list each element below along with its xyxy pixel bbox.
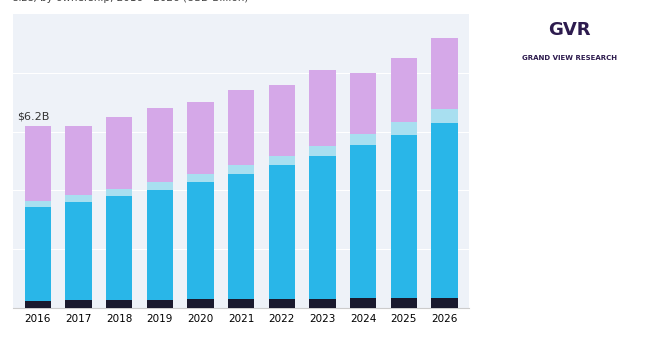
Bar	[350, 298, 377, 308]
Bar	[188, 300, 214, 308]
Text: GVR: GVR	[548, 21, 591, 39]
Bar	[188, 182, 214, 300]
FancyBboxPatch shape	[483, 10, 656, 80]
Bar	[228, 299, 255, 308]
Text: Source:
www.grandviewresearch.com: Source: www.grandviewresearch.com	[485, 308, 609, 329]
Bar	[147, 182, 173, 189]
Text: U.S. Market CAGR,
2019 - 2026: U.S. Market CAGR, 2019 - 2026	[521, 187, 618, 212]
Bar	[25, 206, 51, 301]
Bar	[25, 301, 51, 308]
Bar	[310, 70, 336, 146]
Bar	[269, 299, 295, 308]
Bar	[431, 109, 458, 123]
Bar	[106, 189, 133, 196]
Bar	[65, 300, 92, 308]
Bar	[391, 298, 417, 308]
Bar	[65, 126, 92, 195]
Bar	[228, 166, 255, 174]
Bar	[228, 174, 255, 299]
Text: size, by ownership, 2016 - 2026 (USD Billion): size, by ownership, 2016 - 2026 (USD Bil…	[13, 0, 249, 4]
Bar	[310, 146, 336, 156]
Bar	[228, 90, 255, 166]
Bar	[391, 135, 417, 298]
Bar	[350, 73, 377, 134]
Bar	[269, 156, 295, 165]
Bar	[391, 122, 417, 135]
Text: 5.9%: 5.9%	[527, 126, 612, 154]
Bar	[147, 300, 173, 308]
Bar	[65, 195, 92, 202]
Bar	[431, 123, 458, 298]
Bar	[269, 85, 295, 156]
Bar	[65, 202, 92, 300]
Bar	[350, 134, 377, 145]
Bar	[106, 300, 133, 308]
Text: $6.2B: $6.2B	[17, 112, 50, 122]
Bar	[350, 145, 377, 298]
Bar	[269, 165, 295, 299]
Bar	[188, 102, 214, 174]
Bar	[310, 156, 336, 299]
Bar	[147, 189, 173, 300]
Bar	[106, 196, 133, 300]
Bar	[106, 117, 133, 189]
Bar	[25, 126, 51, 201]
Bar	[310, 299, 336, 308]
Bar	[25, 201, 51, 206]
Bar	[431, 37, 458, 109]
Text: GRAND VIEW RESEARCH: GRAND VIEW RESEARCH	[522, 55, 617, 61]
Bar	[147, 108, 173, 182]
Bar	[188, 174, 214, 182]
Bar	[431, 298, 458, 308]
Bar	[391, 58, 417, 122]
